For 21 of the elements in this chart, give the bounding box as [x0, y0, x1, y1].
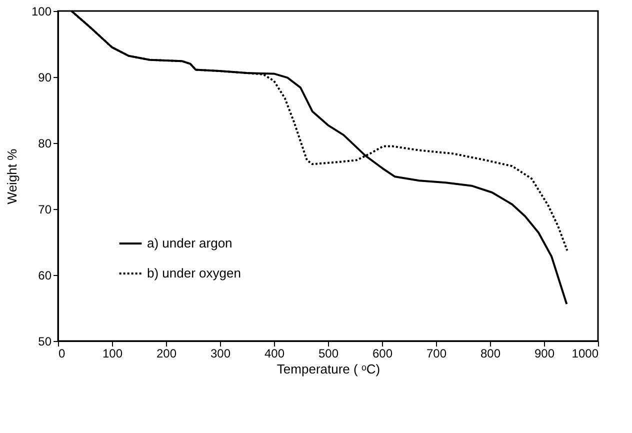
x-tick-label: 100: [102, 346, 123, 360]
y-axis-title: Weight %: [4, 148, 20, 204]
x-tick-label: 300: [210, 346, 231, 360]
legend-label: a) under argon: [147, 236, 232, 250]
y-tick-label: 80: [38, 136, 52, 150]
y-tick-label: 70: [38, 202, 52, 216]
x-tick-label: 900: [534, 346, 555, 360]
x-tick-label: 600: [372, 346, 393, 360]
x-tick-label: 700: [426, 346, 447, 360]
x-tick-label: 0: [58, 346, 66, 360]
x-axis-title: Temperature ( ᵒC): [276, 362, 380, 376]
x-tick-label: 800: [480, 346, 501, 360]
y-tick-label: 60: [38, 268, 52, 282]
legend-label: b) under oxygen: [147, 266, 241, 280]
y-tick-label: 90: [38, 70, 52, 84]
y-tick-label: 100: [31, 4, 52, 18]
x-tick-label: 500: [318, 346, 339, 360]
x-tick-label: 400: [264, 346, 285, 360]
x-tick-label: 1000: [572, 346, 599, 360]
y-tick-label: 50: [38, 334, 52, 348]
x-tick-label: 200: [156, 346, 177, 360]
